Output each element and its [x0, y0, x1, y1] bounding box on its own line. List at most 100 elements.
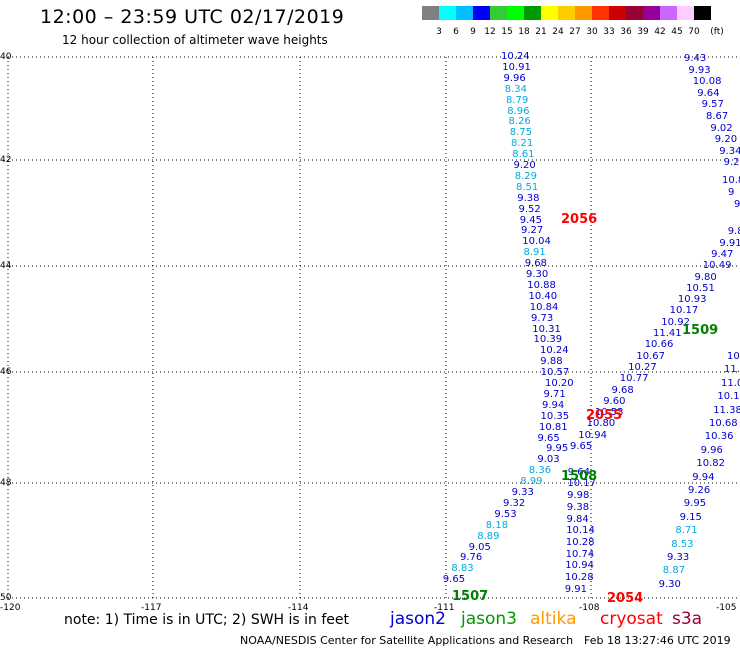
wave-height-value: 9.15	[679, 511, 702, 523]
wave-height-value: 8.91	[523, 247, 546, 259]
wave-height-value: 9.26	[688, 485, 711, 496]
color-scale-swatch	[626, 6, 643, 20]
color-scale-label: 9	[470, 27, 476, 37]
track-time-label: 1507	[452, 589, 489, 604]
wave-height-value: 10.88	[527, 279, 556, 291]
wave-height-value: 9.71	[543, 388, 566, 400]
wave-height-value: 8.51	[516, 181, 539, 193]
wave-height-value: 11.38	[713, 404, 740, 416]
wave-height-value: 8.29	[514, 170, 538, 182]
wave-height-value: 8.89	[477, 530, 500, 542]
wave-height-value: 8.83	[451, 563, 474, 575]
wave-height-value: 9.30	[658, 578, 681, 590]
color-scale-label: 27	[569, 27, 581, 37]
wave-height-value: 9.95	[683, 498, 707, 510]
wave-height-value: 9.03	[537, 454, 560, 466]
color-scale-label: 15	[501, 27, 513, 37]
wave-height-value: 10.51	[686, 282, 715, 294]
color-scale-swatch	[541, 6, 558, 20]
longitude-label: -105	[716, 603, 737, 613]
latitude-label: 46	[0, 367, 12, 377]
color-scale-label: 39	[637, 27, 649, 37]
color-scale-label: 12	[484, 27, 496, 37]
latitude-label: 50	[0, 593, 12, 603]
wave-height-value: 10.66	[644, 339, 674, 351]
wave-height-value: 9.80	[694, 271, 717, 283]
wave-height-value: 10.8	[722, 175, 740, 186]
color-scale-label: 6	[453, 27, 459, 37]
wave-height-value: 9.94	[692, 471, 715, 483]
wave-height-value: 9.95	[546, 443, 569, 455]
wave-height-value: 8.67	[706, 111, 729, 122]
track-time-label: 2055	[586, 408, 623, 423]
wave-height-value: 9.96	[503, 72, 526, 84]
wave-height-value: 10.24	[540, 345, 569, 357]
wave-height-value: 8.36	[528, 465, 552, 477]
wave-height-value: 9.84	[566, 513, 589, 525]
wave-height-value: 8.99	[520, 476, 543, 488]
satellite-legend-item: s3a	[672, 609, 703, 629]
wave-height-value: 10.49	[702, 260, 732, 272]
wave-height-value: 10.24	[501, 51, 530, 62]
chart-subtitle: 12 hour collection of altimeter wave hei…	[62, 33, 328, 47]
wave-height-value: 8.21	[511, 138, 534, 150]
wave-height-value: 10.28	[565, 572, 594, 583]
chart-title: 12:00 – 23:59 UTC 02/17/2019	[40, 6, 345, 28]
wave-height-value: 9.91	[719, 237, 740, 249]
wave-height-value: 8.53	[671, 538, 694, 550]
wave-height-value: 9	[728, 187, 735, 198]
color-scale-swatch	[456, 6, 473, 20]
wave-height-value: 10.20	[545, 378, 574, 389]
wave-height-value: 9.38	[566, 501, 590, 513]
longitude-label: -117	[141, 603, 162, 613]
color-scale-swatch	[609, 6, 626, 20]
wave-height-value: 9.30	[526, 269, 549, 280]
wave-height-value: 10.82	[696, 458, 726, 470]
wave-height-value: 9.64	[697, 87, 720, 99]
wave-height-value: 9.57	[701, 99, 724, 111]
longitude-label: -108	[579, 603, 600, 613]
wave-height-value: 10.36	[704, 431, 734, 443]
color-scale-swatch	[490, 6, 507, 20]
longitude-label: -120	[0, 603, 21, 613]
color-scale-swatch	[660, 6, 677, 20]
wave-height-value: 9.91	[564, 583, 587, 595]
wave-height-value: 10.67	[636, 350, 666, 362]
color-scale-swatch	[592, 6, 609, 20]
wave-height-value: 8.34	[504, 83, 528, 95]
color-scale-label: 70	[688, 27, 700, 37]
wave-height-value: 10.57	[540, 367, 570, 379]
wave-height-value: 10.92	[661, 316, 690, 328]
wave-height-value: 10.12	[717, 391, 740, 403]
track-time-label: 1509	[682, 323, 719, 338]
wave-height-value: 9.98	[567, 490, 590, 502]
wave-height-value: 9.53	[494, 508, 517, 520]
wave-height-value: 9.60	[603, 395, 626, 407]
track-time-label: 2056	[561, 212, 598, 227]
wave-height-value: 8.79	[506, 94, 529, 106]
wave-height-value: 10.28	[565, 536, 595, 548]
wave-height-value: 9.65	[537, 432, 560, 444]
wave-height-value: 9.65	[570, 441, 593, 452]
wave-height-value: 10.68	[709, 418, 738, 429]
wave-height-value: 8.96	[507, 105, 530, 117]
wave-height-value: 10.17	[669, 305, 699, 317]
wave-height-value: 9.20	[513, 160, 536, 171]
wave-height-value: 9.52	[518, 203, 541, 215]
wave-height-value: 9.94	[542, 399, 565, 411]
wave-height-value: 10.80	[586, 418, 616, 430]
wave-height-value: 10.81	[539, 421, 568, 433]
color-scale-label: 42	[654, 27, 666, 37]
wave-height-value: 9.64	[567, 466, 590, 478]
longitude-label: -111	[434, 603, 455, 613]
color-scale-swatch	[439, 6, 456, 20]
wave-height-value: 9.38	[517, 192, 540, 204]
satellite-legend-item: jason3	[461, 609, 517, 629]
wave-height-value: 10.74	[565, 548, 595, 560]
wave-height-value: 9.32	[503, 497, 526, 509]
color-scale-swatch	[422, 6, 439, 20]
color-scale-swatch	[524, 6, 541, 20]
wave-height-value: 10.94	[578, 429, 607, 441]
wave-height-value: 8.26	[508, 116, 531, 128]
